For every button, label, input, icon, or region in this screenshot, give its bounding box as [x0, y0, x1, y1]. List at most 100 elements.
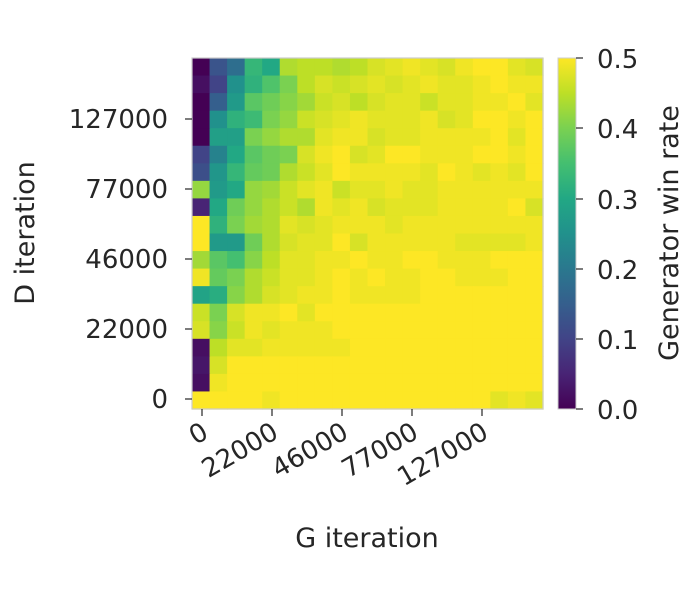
heatmap-cell: [349, 251, 369, 270]
heatmap-cell: [262, 268, 281, 287]
heatmap-cell: [192, 58, 211, 77]
heatmap-cell: [367, 321, 386, 340]
heatmap-cell: [332, 198, 351, 217]
heatmap-cell: [314, 180, 333, 199]
heatmap-cell: [525, 251, 544, 270]
heatmap-cell: [209, 163, 228, 182]
heatmap-cell: [385, 145, 404, 164]
heatmap-cell: [349, 286, 369, 305]
heatmap-cell: [437, 128, 456, 147]
heatmap-cell: [244, 215, 263, 235]
heatmap-cell: [314, 268, 333, 287]
colorbar-tick-label: 0.4: [597, 115, 638, 145]
colorbar-tick-label: 0.0: [597, 396, 638, 426]
heatmap-cell: [507, 215, 527, 235]
heatmap-cell: [490, 110, 509, 129]
heatmap-cell: [332, 391, 351, 410]
heatmap-cell: [262, 338, 281, 357]
heatmap-cell: [402, 163, 421, 182]
heatmap-cell: [472, 268, 491, 287]
heatmap-cell: [507, 128, 527, 147]
heatmap-cell: [314, 198, 333, 217]
colorbar-tick-label: 0.3: [597, 186, 638, 216]
heatmap-cell: [192, 233, 211, 252]
heatmap-cell: [490, 93, 509, 112]
heatmap-cell: [367, 180, 386, 199]
heatmap-cell: [192, 215, 211, 235]
heatmap-cell: [279, 180, 298, 199]
heatmap-cell: [420, 356, 439, 375]
heatmap-cell: [279, 110, 298, 129]
heatmap-cell: [420, 391, 439, 410]
heatmap-cell: [192, 163, 211, 182]
heatmap-cell: [437, 321, 456, 340]
heatmap-cell: [472, 373, 491, 393]
heatmap-cell: [332, 356, 351, 375]
heatmap-cell: [297, 286, 316, 305]
heatmap-cell: [227, 286, 246, 305]
heatmap-cell: [455, 338, 474, 357]
heatmap-cell: [297, 268, 316, 287]
heatmap-cell: [314, 75, 333, 94]
heatmap-cell: [314, 128, 333, 147]
heatmap-cell: [332, 233, 351, 252]
heatmap-cell: [525, 338, 544, 357]
heatmap-cell: [314, 303, 333, 322]
heatmap-cell: [472, 391, 491, 410]
heatmap-cell: [385, 128, 404, 147]
heatmap-cell: [420, 198, 439, 217]
heatmap-cell: [490, 303, 509, 322]
heatmap-cell: [244, 110, 263, 129]
heatmap-cells: [192, 58, 544, 410]
heatmap-cell: [402, 286, 421, 305]
heatmap-cell: [279, 303, 298, 322]
heatmap-cell: [262, 233, 281, 252]
heatmap-cell: [209, 145, 228, 164]
heatmap-cell: [297, 110, 316, 129]
colorbar-tick-label: 0.2: [597, 256, 638, 286]
heatmap-cell: [209, 128, 228, 147]
heatmap-cell: [297, 215, 316, 235]
heatmap-cell: [472, 286, 491, 305]
heatmap-cell: [402, 180, 421, 199]
heatmap-cell: [455, 215, 474, 235]
heatmap-cell: [402, 58, 421, 77]
heatmap-cell: [490, 321, 509, 340]
y-axis-label: D iteration: [10, 161, 41, 304]
heatmap-cell: [209, 268, 228, 287]
colorbar-tick-label: 0.5: [597, 45, 638, 75]
heatmap-cell: [385, 198, 404, 217]
y-tick-label: 22000: [85, 315, 168, 345]
heatmap-cell: [332, 180, 351, 199]
heatmap-cell: [314, 58, 333, 77]
heatmap-cell: [262, 93, 281, 112]
heatmap-cell: [332, 110, 351, 129]
heatmap-cell: [455, 75, 474, 94]
heatmap-cell: [349, 110, 369, 129]
heatmap-cell: [420, 145, 439, 164]
heatmap-cell: [279, 163, 298, 182]
heatmap-cell: [455, 145, 474, 164]
heatmap-cell: [420, 128, 439, 147]
heatmap-cell: [279, 268, 298, 287]
heatmap-cell: [349, 215, 369, 235]
heatmap-cell: [507, 373, 527, 393]
heatmap-cell: [332, 128, 351, 147]
heatmap-cell: [192, 268, 211, 287]
heatmap-cell: [507, 233, 527, 252]
plot-frame: [191, 57, 544, 410]
x-tick-label: 0: [184, 417, 213, 451]
heatmap-cell: [297, 58, 316, 77]
heatmap-cell: [525, 128, 544, 147]
heatmap-cell: [437, 268, 456, 287]
heatmap-cell: [192, 198, 211, 217]
heatmap-cell: [525, 391, 544, 410]
heatmap-cell: [209, 373, 228, 393]
heatmap-cell: [437, 163, 456, 182]
heatmap-cell: [385, 215, 404, 235]
heatmap-cell: [455, 233, 474, 252]
heatmap-cell: [525, 321, 544, 340]
heatmap-cell: [507, 145, 527, 164]
heatmap-cell: [367, 145, 386, 164]
heatmap-cell: [244, 145, 263, 164]
